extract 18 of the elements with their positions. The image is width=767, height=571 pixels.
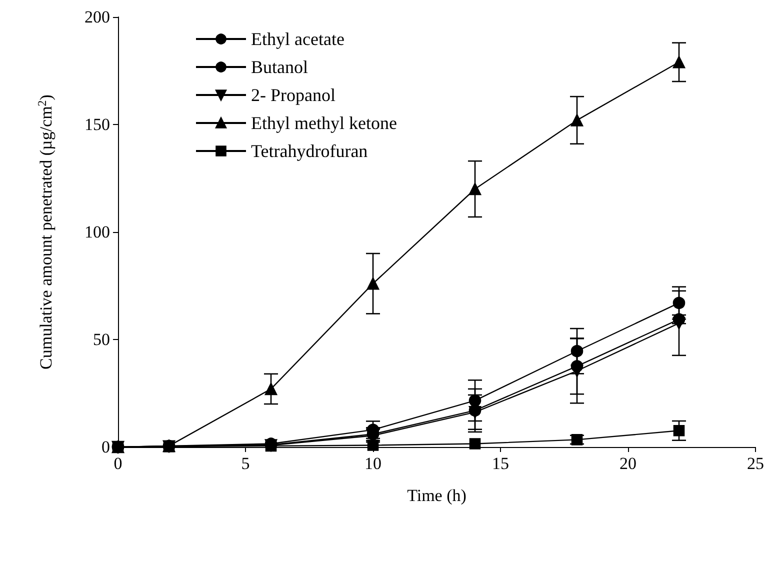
- x-tick-label: 5: [241, 454, 250, 473]
- legend-label: Ethyl methyl ketone: [251, 113, 397, 133]
- x-tick-label: 0: [114, 454, 122, 473]
- y-axis-title: Cumulative amount penetrated (µg/cm2): [35, 94, 56, 370]
- x-tick-label: 20: [620, 454, 636, 473]
- y-tick-label: 100: [84, 222, 110, 242]
- y-tick-label: 200: [84, 8, 110, 26]
- legend-label: 2- Propanol: [251, 85, 336, 105]
- legend-label: Ethyl acetate: [251, 29, 344, 49]
- y-tick-label: 150: [84, 115, 110, 134]
- x-tick-label: 25: [747, 454, 764, 473]
- legend-label: Tetrahydrofuran: [251, 141, 368, 161]
- x-axis-title: Time (h): [407, 486, 466, 505]
- y-tick-label: 50: [93, 330, 110, 349]
- x-tick-label: 15: [492, 454, 509, 473]
- legend-label: Butanol: [251, 57, 308, 77]
- y-tick-label: 0: [102, 438, 110, 456]
- x-tick-label: 10: [364, 454, 382, 473]
